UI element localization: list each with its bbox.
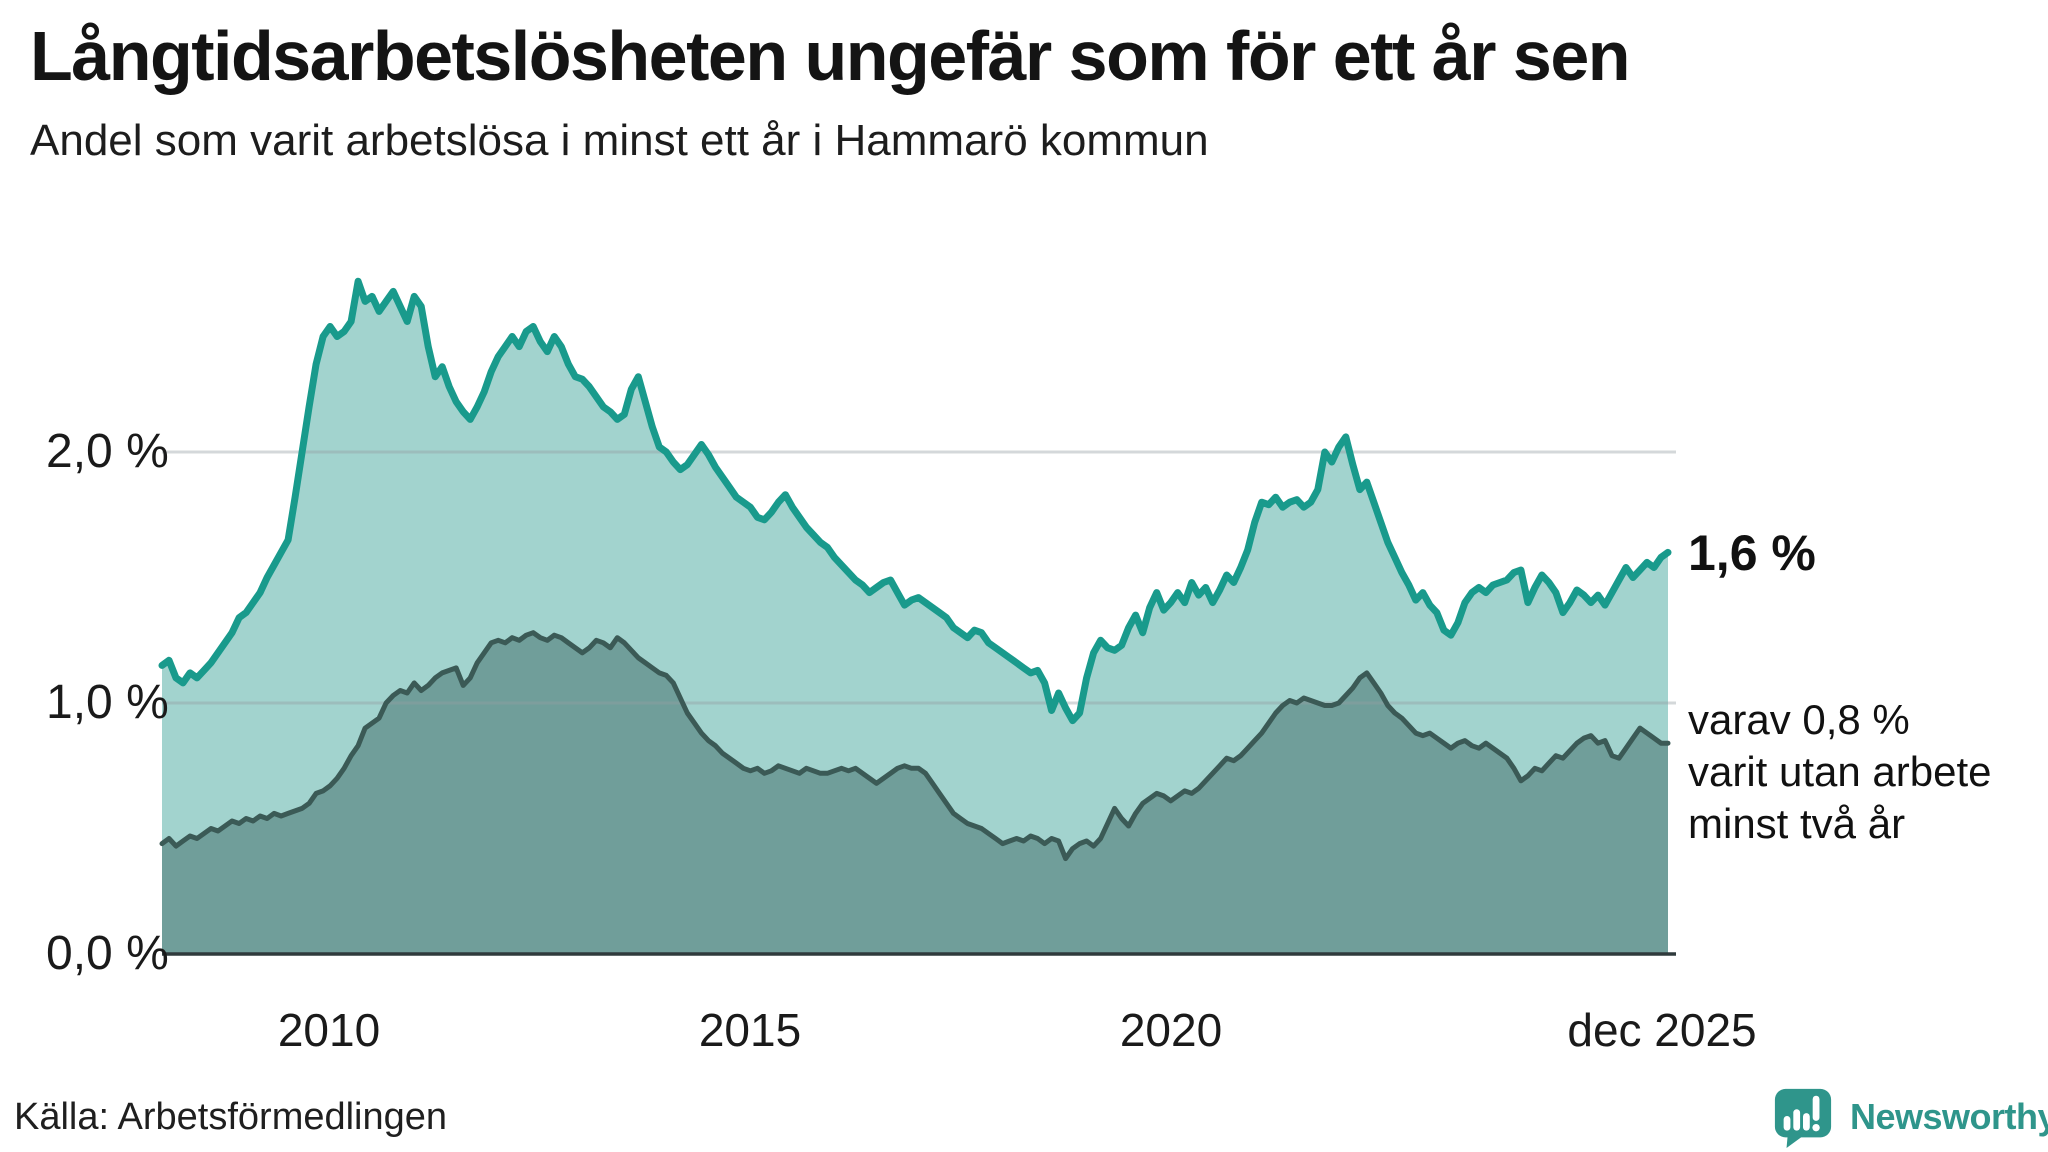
x-axis-tick-2020: 2020 — [1119, 1004, 1223, 1056]
annotation-line: varav 0,8 % — [1688, 696, 1910, 743]
y-axis-tick-2.0: 2,0 % — [46, 425, 169, 478]
newsworthy-speech-bubble-icon — [1774, 1088, 1832, 1148]
annotation-line: varit utan arbete — [1688, 748, 1992, 795]
source-note: Källa: Arbetsförmedlingen — [14, 1096, 448, 1138]
page-title: Långtidsarbetslösheten ungefär som för e… — [30, 17, 1631, 95]
x-axis-tick-2015: 2015 — [698, 1004, 802, 1056]
x-axis-tick-dec-2025: dec 2025 — [1567, 1004, 1757, 1056]
annotation-line: minst två år — [1688, 800, 1906, 847]
newsworthy-logo: Newsworthy — [1772, 1086, 2048, 1148]
newsworthy-wordmark: Newsworthy — [1850, 1096, 2048, 1137]
secondary-value-annotation: varav 0,8 % varit utan arbete minst två … — [1688, 694, 1992, 850]
y-axis-tick-0.0: 0,0 % — [46, 927, 169, 980]
y-axis-tick-1.0: 1,0 % — [46, 676, 169, 729]
latest-value-annotation: 1,6 % — [1688, 525, 1816, 581]
x-axis-tick-2010: 2010 — [277, 1004, 381, 1056]
chart-subtitle: Andel som varit arbetslösa i minst ett å… — [30, 116, 1209, 165]
